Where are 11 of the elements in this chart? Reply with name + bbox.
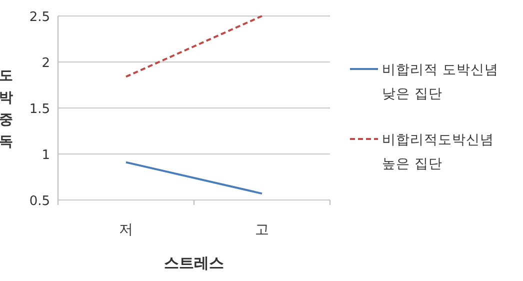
legend-label: 비합리적 도박신념 낮은 집단	[382, 62, 498, 102]
x-axis-title: 스트레스	[164, 254, 224, 272]
y-tick-label: 2	[42, 56, 50, 71]
x-tick-label: 고	[255, 222, 269, 238]
y-tick-label: 0.5	[29, 194, 50, 209]
y-tick-label: 2.5	[29, 10, 50, 25]
y-axis-title: 도박중독	[0, 68, 13, 150]
y-tick-label: 1	[42, 148, 50, 163]
legend-label: 비합리적도박신념 높은 집단	[382, 132, 494, 172]
x-tick-label: 저	[119, 222, 133, 238]
y-tick-label: 1.5	[29, 102, 50, 117]
